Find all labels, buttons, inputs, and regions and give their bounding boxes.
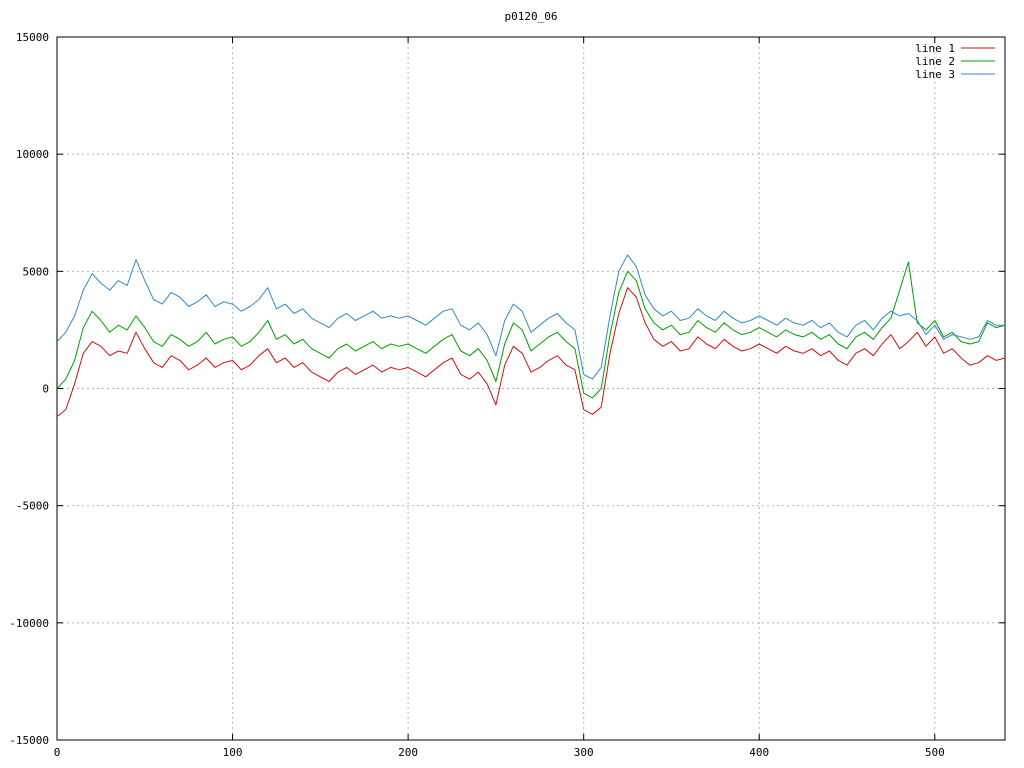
- legend-label: line 2: [915, 55, 955, 68]
- chart-title: p0120_06: [504, 10, 558, 23]
- x-tick-label: 400: [749, 746, 769, 759]
- y-tick-label: 5000: [23, 265, 50, 278]
- y-tick-label: 10000: [16, 148, 49, 161]
- y-tick-label: -5000: [16, 500, 49, 513]
- x-tick-label: 200: [398, 746, 418, 759]
- legend-label: line 1: [915, 42, 955, 55]
- series-2-line: [56, 261, 1006, 399]
- series-3-line: [56, 254, 1005, 380]
- x-tick-label: 300: [574, 746, 594, 759]
- y-tick-label: -15000: [9, 734, 49, 747]
- y-tick-label: -10000: [9, 617, 49, 630]
- y-tick-label: 15000: [16, 31, 49, 44]
- legend-label: line 3: [915, 68, 955, 81]
- y-tick-label: 0: [42, 383, 49, 396]
- series-1-line: [56, 287, 1006, 417]
- x-tick-label: 100: [223, 746, 243, 759]
- x-tick-label: 500: [925, 746, 945, 759]
- x-tick-label: 0: [54, 746, 61, 759]
